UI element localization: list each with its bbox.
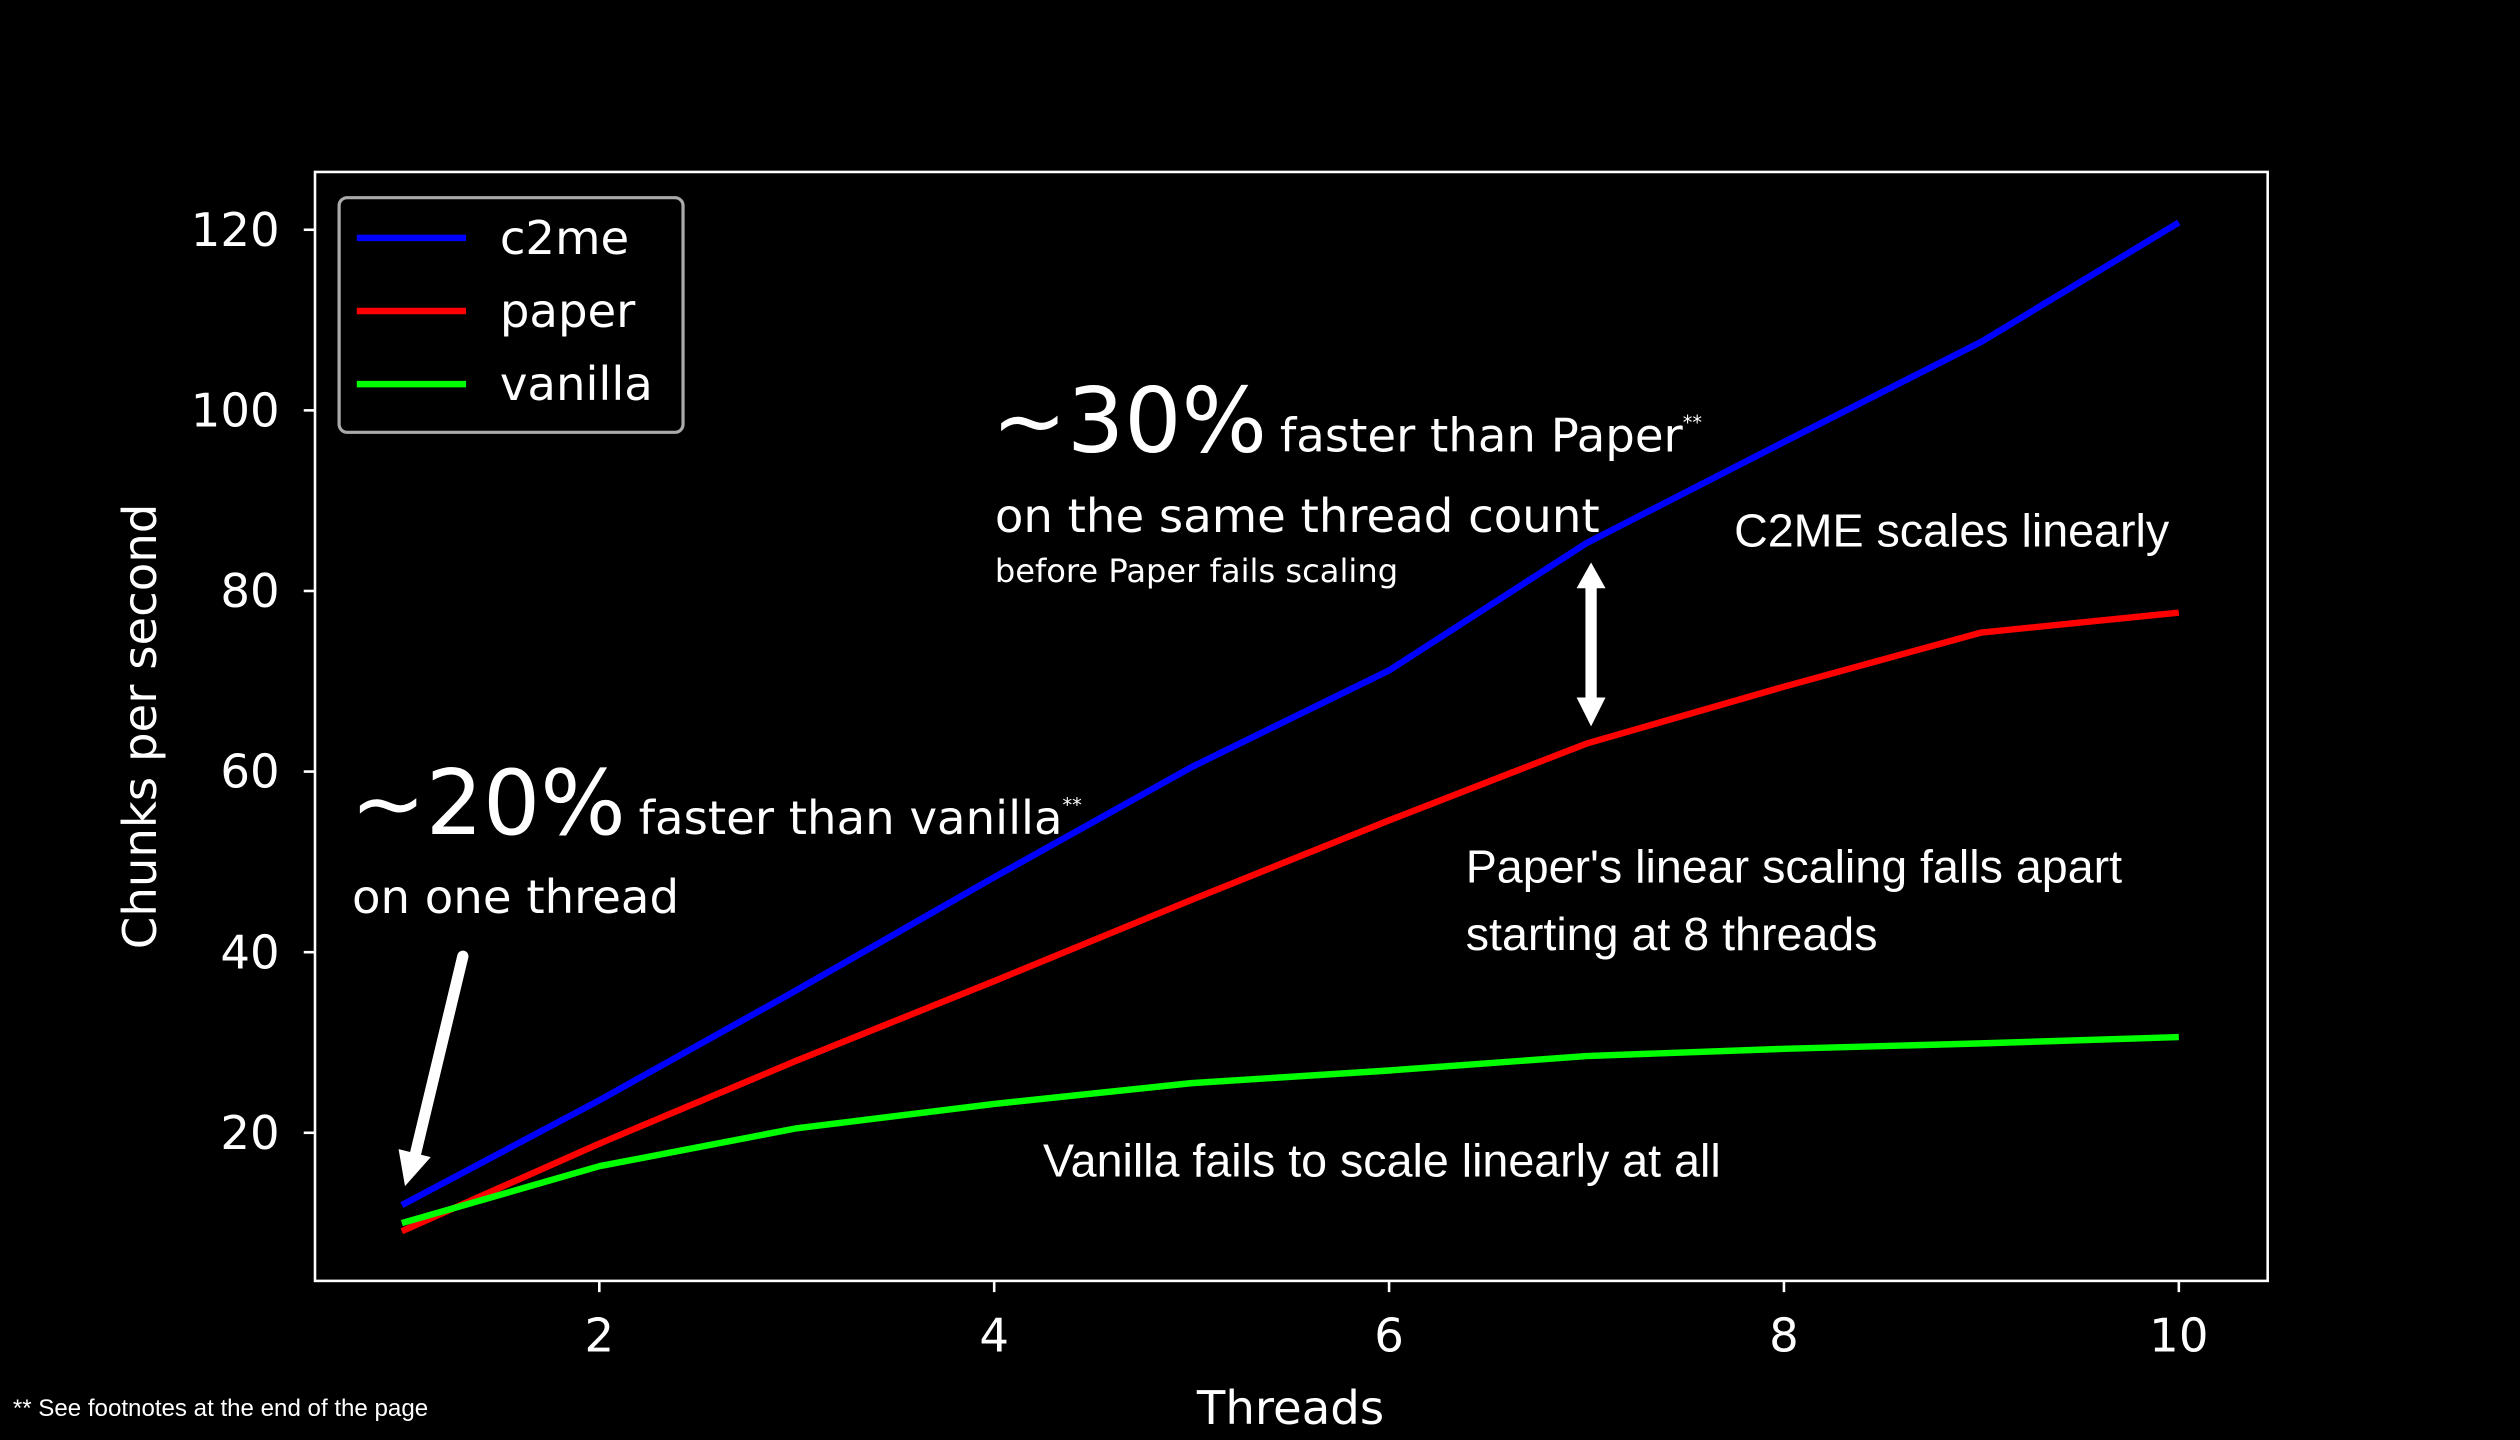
legend-label-vanilla: vanilla bbox=[500, 357, 653, 411]
footnote: ** See footnotes at the end of the page bbox=[13, 1395, 428, 1422]
y-axis-label: Chunks per second bbox=[113, 504, 167, 950]
x-tick-label: 8 bbox=[1769, 1309, 1799, 1363]
legend-label-c2me: c2me bbox=[500, 211, 629, 265]
x-tick-label: 6 bbox=[1374, 1309, 1404, 1363]
arrow-vanilla bbox=[398, 950, 469, 1187]
y-tick-label: 100 bbox=[191, 383, 280, 437]
y-tick-label: 20 bbox=[220, 1106, 279, 1160]
annotation-paper-falls-1: Paper's linear scaling falls apart bbox=[1466, 840, 2122, 892]
x-axis-label: Threads bbox=[1196, 1381, 1384, 1435]
arrow-double bbox=[1576, 562, 1606, 727]
y-tick-label: 40 bbox=[220, 925, 279, 979]
x-tick-label: 4 bbox=[979, 1309, 1009, 1363]
x-tick-label: 2 bbox=[584, 1309, 614, 1363]
y-tick-label: 60 bbox=[220, 745, 279, 799]
annotation-big: ~20% bbox=[350, 751, 625, 856]
y-tick-label: 120 bbox=[191, 203, 280, 257]
annotation-paper: ~30% faster than Paper** on the same thre… bbox=[992, 369, 1703, 590]
plot-frame bbox=[313, 170, 2269, 1283]
y-tick-label: 80 bbox=[220, 564, 279, 618]
annotation-c2me: C2ME scales linearly bbox=[1734, 504, 2170, 556]
svg-text:on one thread: on one thread bbox=[352, 870, 679, 924]
svg-text:on the same thread count: on the same thread count bbox=[995, 489, 1600, 543]
svg-text:~30%faster than Paper**: ~30% faster than Paper** bbox=[992, 369, 1703, 474]
annotation-vanilla-fails: Vanilla fails to scale linearly at all bbox=[1043, 1134, 1721, 1186]
annotation-paper-falls-2: starting at 8 threads bbox=[1466, 908, 1878, 960]
series-line-paper bbox=[400, 609, 2180, 1235]
svg-text:~20%faster than vanilla**: ~20% faster than vanilla** bbox=[350, 751, 1082, 856]
series-line-c2me bbox=[400, 219, 2181, 1208]
annotation-vanilla: ~20% faster than vanilla** on one thread bbox=[350, 751, 1082, 924]
legend-label-paper: paper bbox=[500, 284, 636, 338]
svg-text:before Paper fails scaling: before Paper fails scaling bbox=[995, 552, 1398, 590]
series-line-vanilla bbox=[400, 1033, 2179, 1227]
legend: c2me paper vanilla bbox=[337, 196, 685, 434]
x-tick-label: 10 bbox=[2149, 1309, 2208, 1363]
